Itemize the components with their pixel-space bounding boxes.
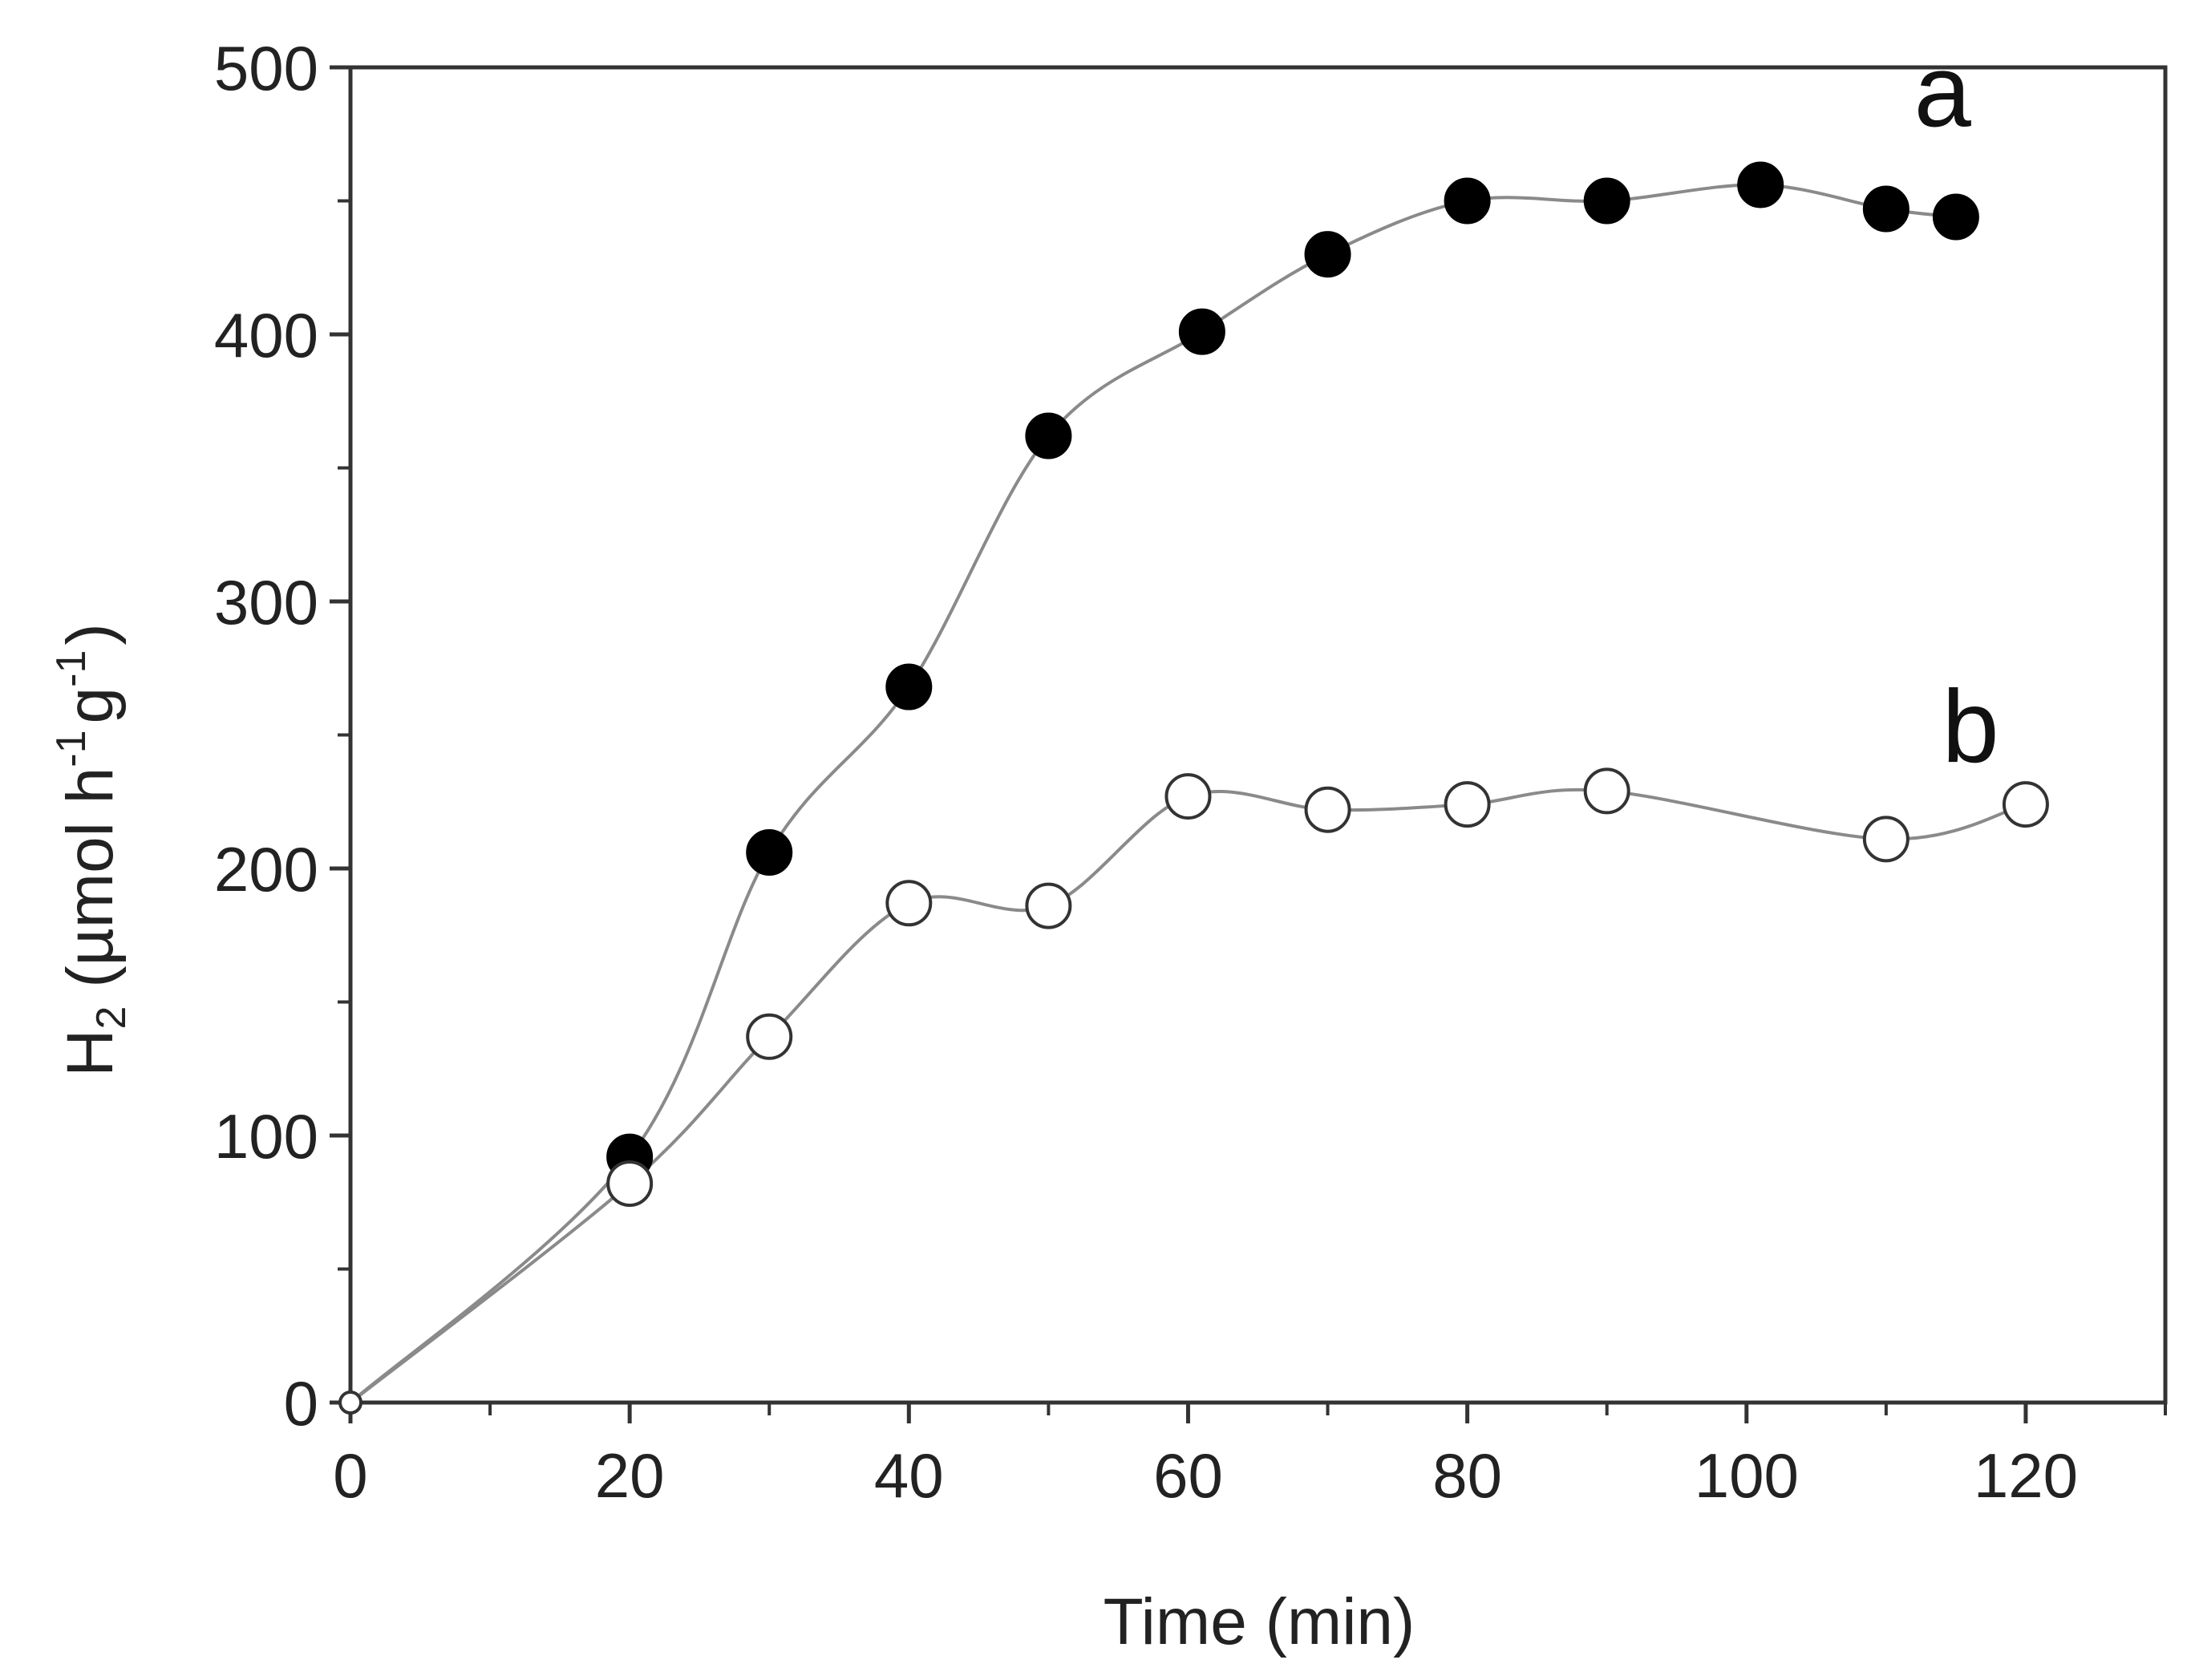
marker-a: [1304, 231, 1351, 278]
marker-b: [885, 880, 933, 927]
marker-a: [1025, 412, 1072, 459]
marker-a: [746, 829, 793, 876]
marker-a: [1932, 193, 1979, 241]
y-axis-title-sup-h: -1: [48, 730, 95, 767]
y-axis-title-sup-g: -1: [48, 650, 95, 687]
x-tick-label: 0: [333, 1440, 367, 1511]
marker-b: [1025, 882, 1072, 929]
series-label-a: a: [1914, 34, 1972, 148]
marker-b: [1862, 816, 1910, 863]
y-axis-title-unit-g: g: [54, 687, 127, 724]
marker-b: [1164, 773, 1212, 820]
marker-b: [1444, 781, 1491, 828]
marker-a: [1737, 161, 1784, 208]
marker-a: [885, 663, 933, 710]
y-tick-label: 100: [214, 1101, 318, 1172]
x-axis-title: Time (min): [1104, 1585, 1415, 1658]
marker-b: [338, 1391, 362, 1415]
marker-b: [746, 1013, 793, 1060]
x-tick-label: 60: [1153, 1440, 1223, 1511]
marker-a: [1862, 185, 1910, 233]
x-tick-label: 100: [1695, 1440, 1799, 1511]
y-axis-title-unit-close: ): [54, 623, 127, 645]
marker-b: [1583, 767, 1630, 815]
y-tick-label: 500: [214, 33, 318, 103]
marker-b: [1304, 786, 1351, 833]
fit-curves: [349, 183, 2027, 1404]
curve-a: [349, 183, 1957, 1404]
marker-a: [1444, 177, 1491, 225]
x-tick-label: 120: [1974, 1440, 2078, 1511]
y-axis-title-unit-open: (µmol h: [54, 767, 127, 1006]
plot-frame: [348, 65, 2168, 1405]
curve-b: [349, 787, 2027, 1404]
series-label-b: b: [1942, 670, 1999, 784]
data-markers: [338, 161, 2049, 1415]
marker-a: [1583, 177, 1630, 225]
marker-b: [2002, 781, 2049, 828]
series-labels: ab: [1914, 34, 1999, 784]
x-tick-label: 80: [1432, 1440, 1502, 1511]
marker-b: [606, 1160, 654, 1207]
y-axis-title-main: H: [54, 1029, 127, 1076]
x-tick-label: 20: [595, 1440, 665, 1511]
axis-ticks: [330, 65, 2167, 1423]
y-tick-label: 0: [284, 1368, 318, 1439]
y-axis-title: H2 (µmol h-1g-1): [48, 623, 135, 1076]
y-tick-label: 200: [214, 834, 318, 905]
tick-labels: 0 20 40 60 80 100 120 0 100 200 300 400 500: [214, 33, 2078, 1511]
y-axis-title-sub: 2: [88, 1006, 135, 1030]
y-tick-label: 300: [214, 567, 318, 638]
x-tick-label: 40: [874, 1440, 944, 1511]
marker-a: [1178, 308, 1225, 355]
y-tick-label: 400: [214, 300, 318, 370]
